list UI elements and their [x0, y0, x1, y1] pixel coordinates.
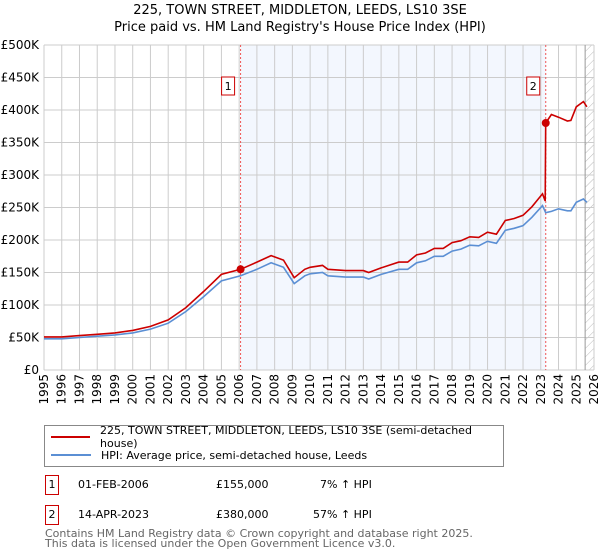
annotation-box: [526, 76, 541, 96]
x-tick-label: 2024: [552, 374, 566, 405]
x-tick-label: 2010: [303, 374, 317, 405]
chart-title: 225, TOWN STREET, MIDDLETON, LEEDS, LS10…: [133, 3, 467, 18]
footer-licence: This data is licensed under the Open Gov…: [45, 537, 396, 550]
sale-price: £380,000: [216, 508, 269, 521]
x-tick-label: 2015: [392, 374, 406, 405]
y-tick-label: £350K: [1, 136, 41, 150]
y-tick-label: £400K: [1, 103, 41, 117]
x-tick-label: 2004: [197, 374, 211, 405]
sale-point: [541, 119, 550, 127]
legend-item-property: 225, TOWN STREET, MIDDLETON, LEEDS, LS10…: [51, 424, 503, 450]
x-tick-label: 2001: [143, 374, 157, 405]
x-tick-label: 2025: [569, 374, 583, 405]
sale-point: [236, 265, 245, 274]
price-chart: £0 £50K £100K £150K £200K £250K £300K £350K £400…: [1, 38, 600, 405]
series-line: [44, 198, 588, 340]
y-tick-label: £300K: [1, 168, 41, 182]
y-tick-label: £150K: [1, 266, 41, 280]
x-tick-label: 2014: [374, 374, 388, 405]
x-tick-label: 2002: [161, 374, 175, 405]
x-tick-label: 2000: [126, 374, 140, 405]
x-tick-label: 2017: [427, 374, 441, 405]
sale-date: 01-FEB-2006: [78, 478, 149, 491]
series-line: [44, 100, 588, 338]
x-tick-label: 2011: [321, 374, 335, 405]
x-tick-label: 2008: [268, 374, 282, 405]
sale-price: £155,000: [216, 478, 269, 491]
x-tick-label: 2013: [356, 374, 370, 405]
y-tick-label: £0: [24, 363, 39, 377]
x-tick-label: 2021: [498, 374, 512, 405]
x-tick-label: 2026: [587, 374, 600, 405]
x-tick-label: 2012: [339, 374, 353, 405]
x-tick-label: 2006: [232, 374, 246, 405]
sale-row-1: 1 01-FEB-2006 £155,000 7% ↑ HPI: [44, 475, 564, 495]
legend-swatch-red: [51, 436, 91, 438]
footer-copyright: Contains HM Land Registry data © Crown c…: [45, 527, 473, 540]
x-tick-label: 2007: [250, 374, 264, 405]
y-tick-label: £250K: [1, 201, 41, 215]
x-tick-label: 2018: [445, 374, 459, 405]
legend-item-hpi: HPI: Average price, semi-detached house,…: [51, 447, 367, 463]
x-tick-label: 1998: [90, 374, 104, 405]
x-tick-label: 1995: [37, 374, 51, 405]
x-tick-label: 1999: [108, 374, 122, 405]
x-tick-label: 2022: [516, 374, 530, 405]
x-tick-label: 2016: [410, 374, 424, 405]
sale-hpi: 57% ↑ HPI: [313, 508, 372, 521]
legend-label: 225, TOWN STREET, MIDDLETON, LEEDS, LS10…: [100, 424, 472, 450]
legend-label: HPI: Average price, semi-detached house,…: [101, 448, 368, 462]
annotation-label: 1: [225, 80, 232, 93]
annotation-box: [221, 76, 236, 96]
legend: 225, TOWN STREET, MIDDLETON, LEEDS, LS10…: [44, 424, 504, 467]
y-tick-label: £200K: [1, 233, 41, 247]
sale-date: 14-APR-2023: [78, 508, 150, 521]
x-tick-label: 2009: [285, 374, 299, 405]
legend-swatch-blue: [51, 454, 91, 456]
x-tick-label: 1997: [72, 374, 86, 405]
x-tick-label: 2023: [534, 374, 548, 405]
chart-subtitle: Price paid vs. HM Land Registry's House …: [114, 20, 486, 35]
x-tick-label: 2003: [179, 374, 193, 405]
footer: Contains HM Land Registry data © Crown c…: [45, 527, 473, 550]
sale-marker: 1: [45, 475, 59, 495]
annotation-label: 2: [530, 80, 537, 93]
sale-marker: 2: [45, 505, 59, 525]
x-tick-label: 2005: [214, 374, 228, 405]
y-tick-label: £450K: [1, 71, 41, 85]
x-tick-label: 2020: [481, 374, 495, 405]
sale-hpi: 7% ↑ HPI: [320, 478, 372, 491]
y-tick-label: £50K: [8, 331, 40, 345]
sale-row-2: 2 14-APR-2023 £380,000 57% ↑ HPI: [44, 505, 564, 525]
x-tick-label: 2019: [463, 374, 477, 405]
y-tick-label: £100K: [1, 298, 41, 312]
x-tick-label: 1996: [55, 374, 69, 405]
y-tick-label: £500K: [1, 38, 41, 52]
